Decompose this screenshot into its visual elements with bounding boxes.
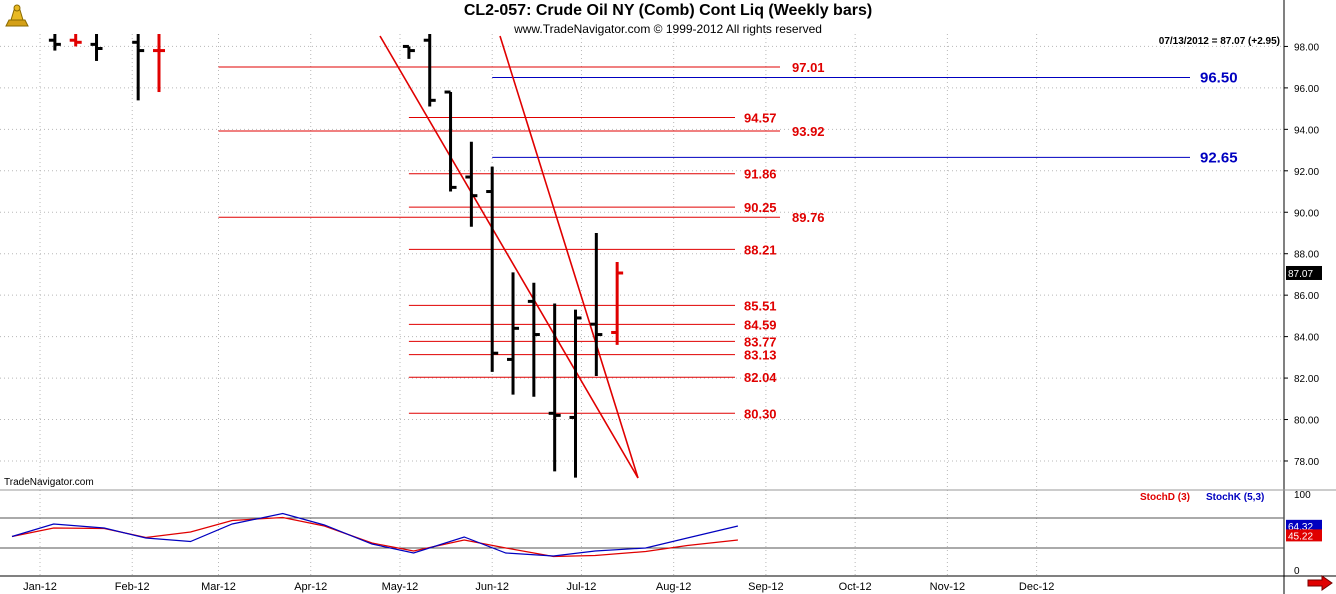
level-label: 80.30 xyxy=(744,406,777,421)
level-label: 88.21 xyxy=(744,242,777,257)
x-tick-label: Jun-12 xyxy=(475,581,509,593)
x-tick-label: Sep-12 xyxy=(748,581,783,593)
stoch-d-legend: StochD (3) xyxy=(1140,492,1190,503)
x-tick-label: Feb-12 xyxy=(115,581,150,593)
y-tick-label: 90.00 xyxy=(1294,208,1319,219)
y-tick-label: 98.00 xyxy=(1294,42,1319,53)
level-label: 94.57 xyxy=(744,111,777,126)
copyright: www.TradeNavigator.com © 1999-2012 All r… xyxy=(514,22,822,36)
current-price-box xyxy=(1286,265,1322,280)
y-tick-label: 94.00 xyxy=(1294,125,1319,136)
y-tick-label: 88.00 xyxy=(1294,250,1319,261)
level-label: 96.50 xyxy=(1200,70,1238,87)
trendline-short xyxy=(499,35,639,479)
y-tick-label: 96.00 xyxy=(1294,84,1319,95)
level-label: 84.59 xyxy=(744,317,777,332)
level-label: 83.13 xyxy=(744,348,777,363)
x-tick-label: Oct-12 xyxy=(839,581,872,593)
price-bars xyxy=(0,0,1284,478)
stoch-value-label: 64.32 xyxy=(1288,522,1313,533)
y-tick-label: 78.00 xyxy=(1294,457,1319,468)
y-tick-label: 86.00 xyxy=(1294,291,1319,302)
level-label: 93.92 xyxy=(792,124,825,139)
trendline-long xyxy=(379,35,639,479)
stoch-y-tick-label: 100 xyxy=(1294,490,1311,501)
y-tick-label: 92.00 xyxy=(1294,167,1319,178)
trendlines xyxy=(379,35,639,479)
stoch-value-box xyxy=(1286,519,1322,532)
level-label: 91.86 xyxy=(744,167,777,182)
level-label: 85.51 xyxy=(744,298,777,313)
level-label: 90.25 xyxy=(744,200,777,215)
current-price-label: 87.07 xyxy=(1288,269,1313,280)
y-tick-label: 82.00 xyxy=(1294,374,1319,385)
stoch-series-line xyxy=(11,516,738,558)
level-label: 89.76 xyxy=(792,210,825,225)
level-label: 83.77 xyxy=(744,334,777,349)
stoch-y-tick-label: 0 xyxy=(1294,566,1300,577)
x-tick-label: Jan-12 xyxy=(23,581,57,593)
title-backdrop xyxy=(0,0,1284,34)
level-label: 97.01 xyxy=(792,60,825,75)
level-label: 82.04 xyxy=(744,370,777,385)
x-tick-label: May-12 xyxy=(382,581,419,593)
x-tick-label: Mar-12 xyxy=(201,581,236,593)
x-tick-label: Aug-12 xyxy=(656,581,691,593)
y-tick-label: 84.00 xyxy=(1294,333,1319,344)
levels: 97.01 96.50 94.57 93.92 92.65 91.86 90.25 89.76… xyxy=(218,60,1238,421)
stoch-value-label: 45.22 xyxy=(1288,531,1313,542)
x-tick-label: Dec-12 xyxy=(1019,581,1054,593)
x-tick-label: Apr-12 xyxy=(294,581,327,593)
stoch-k-legend: StochK (5,3) xyxy=(1206,492,1265,503)
x-tick-label: Nov-12 xyxy=(930,581,965,593)
chart-title: CL2-057: Crude Oil NY (Comb) Cont Liq (W… xyxy=(463,2,873,19)
brand-label: TradeNavigator.com xyxy=(4,477,94,488)
x-tick-label: Jul-12 xyxy=(566,581,596,593)
scroll-right-arrow-icon[interactable] xyxy=(1306,575,1334,591)
last-quote: 07/13/2012 = 87.07 (+2.95) xyxy=(1158,36,1280,47)
trade-navigator-logo-icon xyxy=(5,4,29,27)
stoch-value-box xyxy=(1286,529,1322,542)
y-tick-label: 80.00 xyxy=(1294,416,1319,427)
stoch-series-line xyxy=(11,512,739,557)
level-label: 92.65 xyxy=(1200,149,1238,166)
